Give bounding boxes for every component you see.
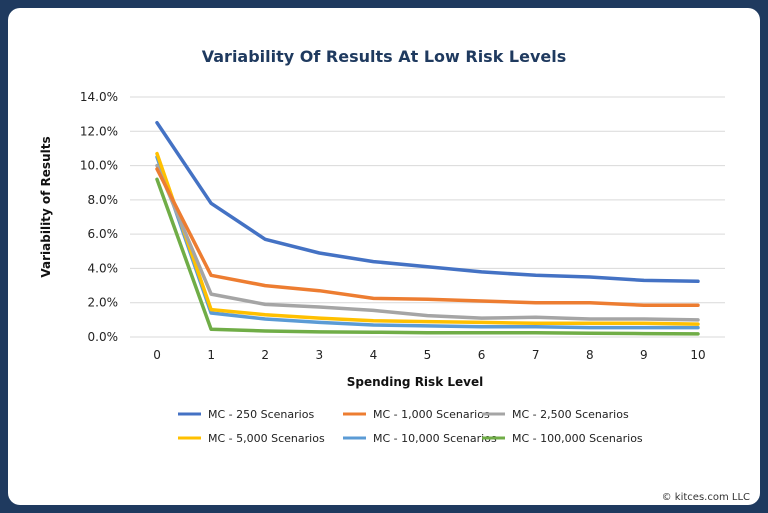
x-tick-label: 6 xyxy=(478,348,486,362)
y-tick-label: 6.0% xyxy=(88,227,119,241)
y-tick-label: 14.0% xyxy=(80,90,118,104)
series-line xyxy=(155,163,700,322)
legend-item: MC - 1,000 Scenarios xyxy=(343,408,490,421)
legend-label: MC - 250 Scenarios xyxy=(208,408,314,421)
y-tick-label: 2.0% xyxy=(88,296,119,310)
legend-item: MC - 10,000 Scenarios xyxy=(343,432,497,445)
x-axis-title: Spending Risk Level xyxy=(347,375,483,389)
y-tick-label: 12.0% xyxy=(80,124,118,138)
legend-label: MC - 1,000 Scenarios xyxy=(373,408,490,421)
chart-title: Variability Of Results At Low Risk Level… xyxy=(202,47,567,66)
legend-label: MC - 2,500 Scenarios xyxy=(512,408,629,421)
y-tick-label: 4.0% xyxy=(88,261,119,275)
y-axis-ticks: 0.0% 2.0% 4.0% 6.0% 8.0% 10.0% 12.0% 14.0% xyxy=(80,90,118,344)
chart-card xyxy=(8,8,760,505)
series-line xyxy=(155,120,700,284)
legend-label: MC - 5,000 Scenarios xyxy=(208,432,325,445)
series-line xyxy=(155,151,700,326)
y-tick-label: 0.0% xyxy=(88,330,119,344)
x-tick-label: 7 xyxy=(532,348,540,362)
series-lines xyxy=(155,120,700,336)
x-tick-label: 4 xyxy=(370,348,378,362)
x-tick-label: 3 xyxy=(315,348,323,362)
legend-item: MC - 250 Scenarios xyxy=(178,408,314,421)
series-line xyxy=(155,177,700,336)
legend-label: MC - 10,000 Scenarios xyxy=(373,432,497,445)
x-tick-label: 1 xyxy=(207,348,215,362)
y-tick-label: 10.0% xyxy=(80,159,118,173)
legend: MC - 250 Scenarios MC - 1,000 Scenarios MC… xyxy=(178,408,643,445)
legend-label: MC - 100,000 Scenarios xyxy=(512,432,643,445)
x-tick-label: 5 xyxy=(424,348,432,362)
copyright-text: © kitces.com LLC xyxy=(662,492,750,503)
x-tick-label: 10 xyxy=(690,348,705,362)
legend-item: MC - 5,000 Scenarios xyxy=(178,432,325,445)
series-line xyxy=(155,155,700,330)
legend-item: MC - 100,000 Scenarios xyxy=(482,432,643,445)
x-axis-ticks: 0 1 2 3 4 5 6 7 8 9 10 xyxy=(153,348,705,362)
x-tick-label: 2 xyxy=(261,348,269,362)
y-axis-title: Variability of Results xyxy=(39,136,53,277)
y-tick-label: 8.0% xyxy=(88,193,119,207)
x-tick-label: 8 xyxy=(586,348,594,362)
legend-item: MC - 2,500 Scenarios xyxy=(482,408,629,421)
x-tick-label: 0 xyxy=(153,348,161,362)
x-tick-label: 9 xyxy=(640,348,648,362)
series-line xyxy=(155,167,700,308)
